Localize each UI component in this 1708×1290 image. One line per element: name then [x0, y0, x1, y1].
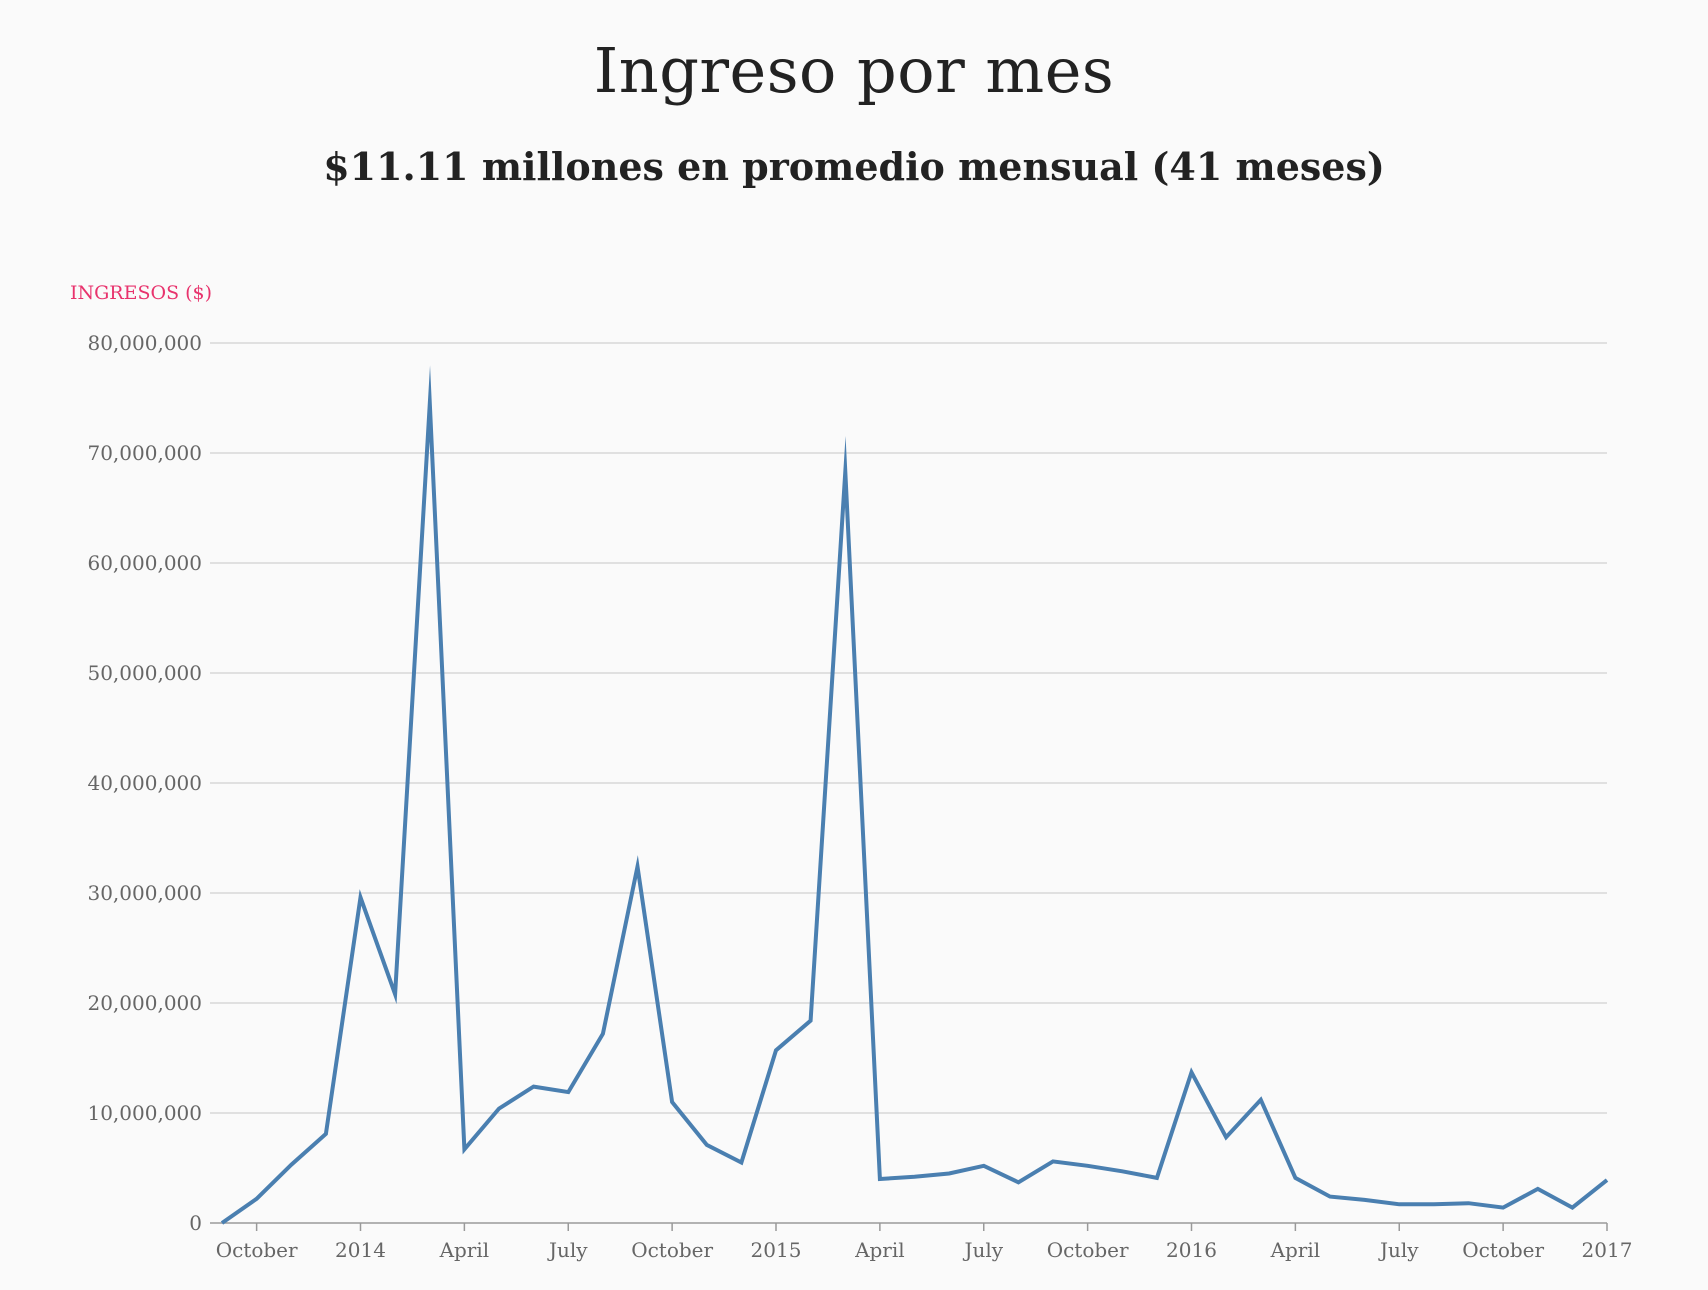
y-tick-label: 0 — [189, 1211, 202, 1235]
grid-lines — [210, 342, 1607, 1114]
chart-subtitle: $11.11 millones en promedio mensual (41 … — [323, 144, 1385, 189]
y-tick-label: 70,000,000 — [87, 441, 202, 465]
x-tick-label: 2014 — [335, 1238, 386, 1262]
y-tick-label: 20,000,000 — [87, 991, 202, 1015]
y-tick-label: 30,000,000 — [87, 881, 202, 905]
y-tick-label: 50,000,000 — [87, 661, 202, 685]
x-tick-label: October — [631, 1238, 713, 1262]
y-axis-label: INGRESOS ($) — [70, 282, 212, 304]
y-tick-label: 40,000,000 — [87, 771, 202, 795]
x-tick-label: October — [1462, 1238, 1544, 1262]
x-tick-label: July — [1378, 1238, 1419, 1262]
x-tick-label: October — [1047, 1238, 1129, 1262]
x-tick-label: 2017 — [1582, 1238, 1633, 1262]
x-tick-label: July — [547, 1238, 588, 1262]
x-axis — [210, 1222, 1608, 1231]
y-tick-labels: 0 10,000,000 20,000,000 30,000,000 40,000,00… — [87, 331, 202, 1235]
x-tick-label: April — [854, 1238, 905, 1262]
series-layer — [220, 365, 1609, 1225]
y-tick-label: 80,000,000 — [87, 331, 202, 355]
chart-title: Ingreso por mes — [593, 34, 1115, 107]
x-tick-label: July — [962, 1238, 1003, 1262]
x-tick-labels: October 2014 April July October 2015 April July… — [216, 1238, 1633, 1262]
series-line — [220, 365, 1609, 1225]
y-tick-label: 10,000,000 — [87, 1101, 202, 1125]
x-tick-label: April — [1270, 1238, 1321, 1262]
x-tick-label: 2015 — [751, 1238, 802, 1262]
x-tick-label: April — [439, 1238, 490, 1262]
y-tick-label: 60,000,000 — [87, 551, 202, 575]
x-tick-label: October — [216, 1238, 298, 1262]
x-tick-label: 2016 — [1166, 1238, 1217, 1262]
